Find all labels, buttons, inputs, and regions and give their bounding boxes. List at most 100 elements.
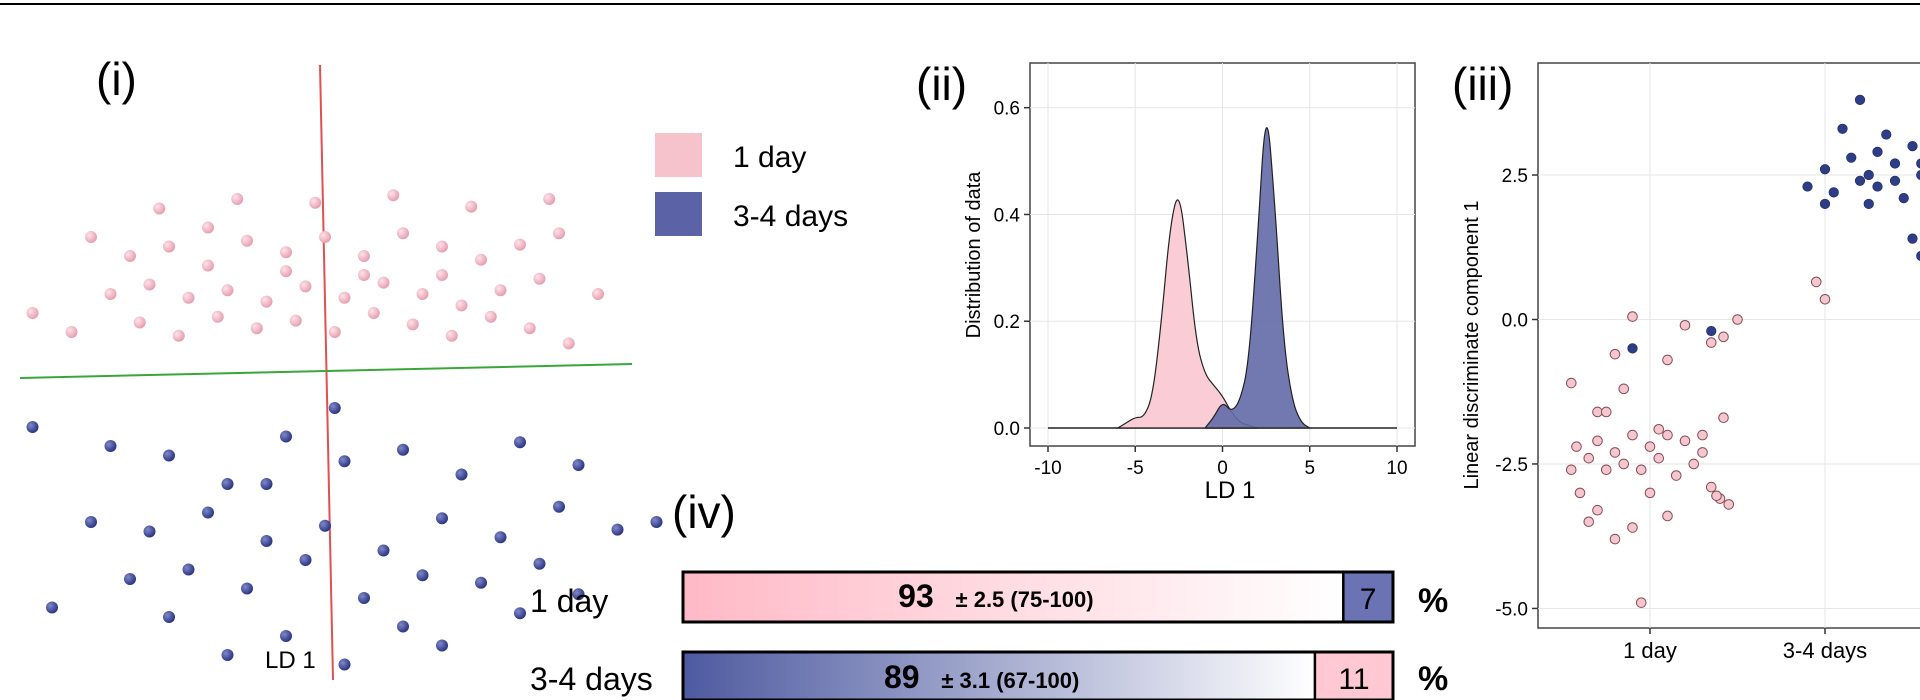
- panel-ii-ytick-label: 0.6: [994, 99, 1020, 120]
- panel-iii-point-1-day: [1718, 412, 1729, 424]
- panel-i-point-1-day: [358, 269, 370, 281]
- panel-iii-point-3-4-days: [1802, 181, 1813, 192]
- panel-i-point-1-day: [299, 280, 312, 293]
- panel-iv-bar-3-4-days-frame: [681, 650, 1395, 700]
- panel-i-point-1-day: [445, 329, 458, 342]
- panel-iii-point-1-day: [1711, 490, 1722, 502]
- panel-iii-ytick-label: -5.0: [1495, 599, 1528, 620]
- panel-ii-xtick-label: 10: [1386, 458, 1407, 479]
- panel-iii-point-1-day: [1627, 522, 1638, 533]
- panel-i-point-1-day: [153, 202, 166, 215]
- panel-i-point-1-day: [475, 253, 487, 266]
- panel-iii-point-3-4-days: [1837, 123, 1848, 134]
- panel-i-point-3-4-days: [553, 500, 565, 513]
- panel-iv-bar-1-day-misclassified: [1343, 572, 1393, 622]
- panel-ii-ytick-label: 0.2: [994, 312, 1020, 333]
- panel-iii-point-1-day: [1732, 314, 1743, 325]
- panel-i-point-1-day: [280, 246, 292, 259]
- panel-iii-point-1-day: [1609, 447, 1621, 458]
- panel-iv-bar-3-4-days-text: 89 ± 3.1 (67-100): [884, 659, 1079, 695]
- panel-i-point-3-4-days: [85, 516, 97, 528]
- panel-i-point-3-4-days: [280, 430, 292, 443]
- panel-ii-xtick-label: 0: [1217, 458, 1228, 479]
- panel-i-point-3-4-days: [572, 588, 585, 601]
- panel-iii-point-3-4-days: [1872, 181, 1883, 192]
- panel-iii-point-1-day: [1600, 464, 1612, 476]
- panel-iii-point-1-day: [1662, 429, 1673, 441]
- panel-i-point-1-day: [133, 316, 146, 329]
- panel-i-point-3-4-days: [221, 649, 234, 661]
- panel-i-point-1-day: [455, 299, 468, 312]
- panel-i-point-1-day: [104, 288, 117, 300]
- panel-iii-point-3-4-days: [1907, 233, 1918, 244]
- panel-i-point-1-day: [436, 269, 448, 281]
- panel-iii-point-1-day: [1609, 348, 1621, 360]
- panel-iii-point-1-day: [1705, 481, 1717, 493]
- panel-iv-label: (iv): [672, 486, 736, 538]
- panel-iii-point-3-4-days: [1916, 170, 1920, 180]
- panel-iv-1-day-other-value: 7: [1360, 583, 1377, 616]
- panel-iii-point-1-day: [1583, 452, 1595, 464]
- panel-iii-point-1-day: [1627, 311, 1638, 322]
- panel-i-point-3-4-days: [436, 639, 448, 652]
- panel-iii-point-1-day: [1819, 293, 1831, 305]
- panel-i-point-1-day: [592, 288, 604, 300]
- panel-i-point-3-4-days: [280, 630, 292, 642]
- panel-iii-point-1-day: [1653, 423, 1665, 435]
- panel-iv-bar-3-4-days-correct: [683, 652, 1315, 700]
- panel-iii-point-1-day: [1574, 487, 1586, 499]
- panel-iii-point-3-4-days: [1819, 198, 1831, 210]
- panel-iii-point-1-day: [1697, 429, 1708, 441]
- panel-i-point-1-day: [484, 310, 497, 323]
- panel-iv-1-day-detail: ± 2.5 (75-100): [956, 587, 1094, 612]
- panel-iii-point-1-day: [1592, 435, 1603, 447]
- panel-i-point-3-4-days: [124, 573, 136, 585]
- panel-iv-3-4-days-detail: ± 3.1 (67-100): [941, 668, 1079, 693]
- panel-i-point-1-day: [338, 291, 351, 304]
- panel-iii-xtick-label: 1 day: [1623, 638, 1677, 663]
- panel-i-horizontal-axis: [19, 363, 633, 379]
- panel-iii-point-3-4-days: [1854, 175, 1866, 186]
- panel-iii-point-1-day: [1644, 441, 1656, 452]
- panel-i-point-3-4-days: [358, 592, 370, 604]
- panel-ii-ytick-label: 0.4: [994, 205, 1021, 226]
- panel-i-point-3-4-days: [202, 506, 214, 519]
- panel-iii-point-3-4-days: [1907, 141, 1918, 152]
- panel-i-point-1-day: [250, 322, 263, 335]
- panel-i-point-3-4-days: [475, 576, 487, 589]
- panel-i-point-1-day: [562, 337, 575, 350]
- panel-ii-density-plot: (ii) -10 -5 0 5 10 0.0 0.2 0.4 0.6 LD 1 Distribu…: [916, 58, 1416, 504]
- panel-iii-point-1-day: [1670, 470, 1682, 481]
- panel-iii-xtick-label: 3-4 days: [1783, 638, 1867, 663]
- panel-i-point-1-day: [436, 240, 448, 253]
- panel-iii-point-3-4-days: [1889, 175, 1901, 186]
- panel-iii-point-3-4-days: [1828, 187, 1839, 198]
- panel-i-point-1-day: [172, 329, 185, 342]
- panel-i-point-1-day: [387, 189, 400, 202]
- panel-i-point-1-day: [416, 288, 429, 300]
- panel-i-point-3-4-days: [260, 478, 273, 490]
- panel-i-point-1-day: [211, 310, 224, 323]
- panel-ii-xtick-label: -5: [1127, 458, 1144, 479]
- panel-iii-point-1-day: [1653, 452, 1665, 464]
- panel-i-point-3-4-days: [377, 544, 390, 557]
- panel-i-point-3-4-days: [514, 436, 526, 449]
- panel-i-point-3-4-days: [397, 620, 409, 633]
- panel-i-point-1-day: [543, 193, 556, 205]
- panel-iii-point-1-day: [1644, 487, 1656, 499]
- panel-i-point-3-4-days: [514, 607, 526, 620]
- panel-iii-point-1-day: [1565, 377, 1577, 389]
- panel-iii-point-1-day: [1592, 406, 1603, 418]
- panel-i-point-1-day: [163, 240, 175, 253]
- panel-i-point-3-4-days: [611, 523, 624, 536]
- panel-iii-point-3-4-days: [1916, 158, 1920, 169]
- panel-i-point-3-4-days: [319, 519, 331, 532]
- panel-ii-ytick-label: 0.0: [994, 419, 1020, 440]
- panel-iv-accuracy-bars: (iv) 1 day 93 ± 2.5 (75-100) 7 % 3-4 day…: [530, 486, 1448, 700]
- panel-iv-bar-3-4-days-misclassified: [1314, 652, 1393, 700]
- panel-iii-point-3-4-days: [1627, 343, 1638, 354]
- panel-i-point-1-day: [260, 295, 273, 308]
- panel-iv-row-label-3-4-days: 3-4 days: [530, 661, 653, 697]
- panel-iii-point-1-day: [1723, 499, 1735, 510]
